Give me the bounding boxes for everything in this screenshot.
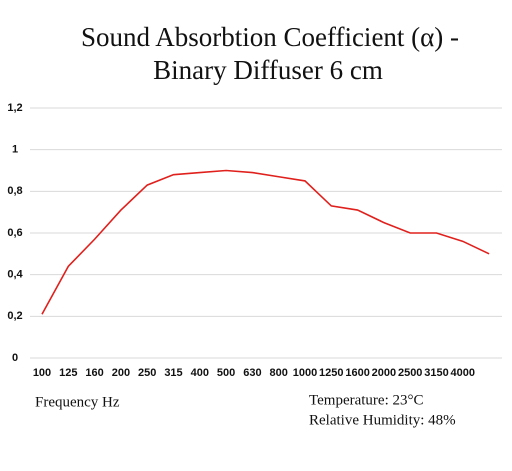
x-tick-label: 160 xyxy=(85,367,103,379)
x-tick-label: 1000 xyxy=(293,367,317,379)
x-tick-label: 250 xyxy=(138,367,156,379)
x-tick-label: 125 xyxy=(59,367,77,379)
annotation: Temperature: 23°C xyxy=(309,392,424,408)
x-tick-label: 630 xyxy=(243,367,261,379)
annotation: Relative Humidity: 48% xyxy=(309,412,456,428)
x-tick-label: 1250 xyxy=(319,367,343,379)
x-tick-label: 2000 xyxy=(372,367,396,379)
y-tick-label: 0 xyxy=(12,352,18,364)
x-tick-label: 200 xyxy=(112,367,130,379)
y-tick-label: 1,2 xyxy=(7,102,22,114)
y-tick-label: 1 xyxy=(12,144,18,156)
data-line xyxy=(41,169,490,315)
x-tick-label: 800 xyxy=(270,367,288,379)
y-tick-label: 0,8 xyxy=(7,185,22,197)
chart-title: Sound Absorbtion Coefficient (α) - xyxy=(81,22,459,52)
x-tick-label: 3150 xyxy=(424,367,448,379)
x-axis-label: Frequency Hz xyxy=(35,394,120,410)
x-tick-label: 2500 xyxy=(398,367,422,379)
x-tick-label: 1600 xyxy=(345,367,369,379)
x-tick-label: 315 xyxy=(164,367,182,379)
x-tick-label: 400 xyxy=(191,367,209,379)
chart-title: Binary Diffuser 6 cm xyxy=(153,55,383,85)
y-tick-label: 0,2 xyxy=(7,310,22,322)
x-tick-label: 500 xyxy=(217,367,235,379)
y-tick-label: 0,6 xyxy=(7,227,22,239)
x-tick-label: 100 xyxy=(33,367,51,379)
y-tick-label: 0,4 xyxy=(7,269,23,281)
x-tick-label: 4000 xyxy=(451,367,475,379)
